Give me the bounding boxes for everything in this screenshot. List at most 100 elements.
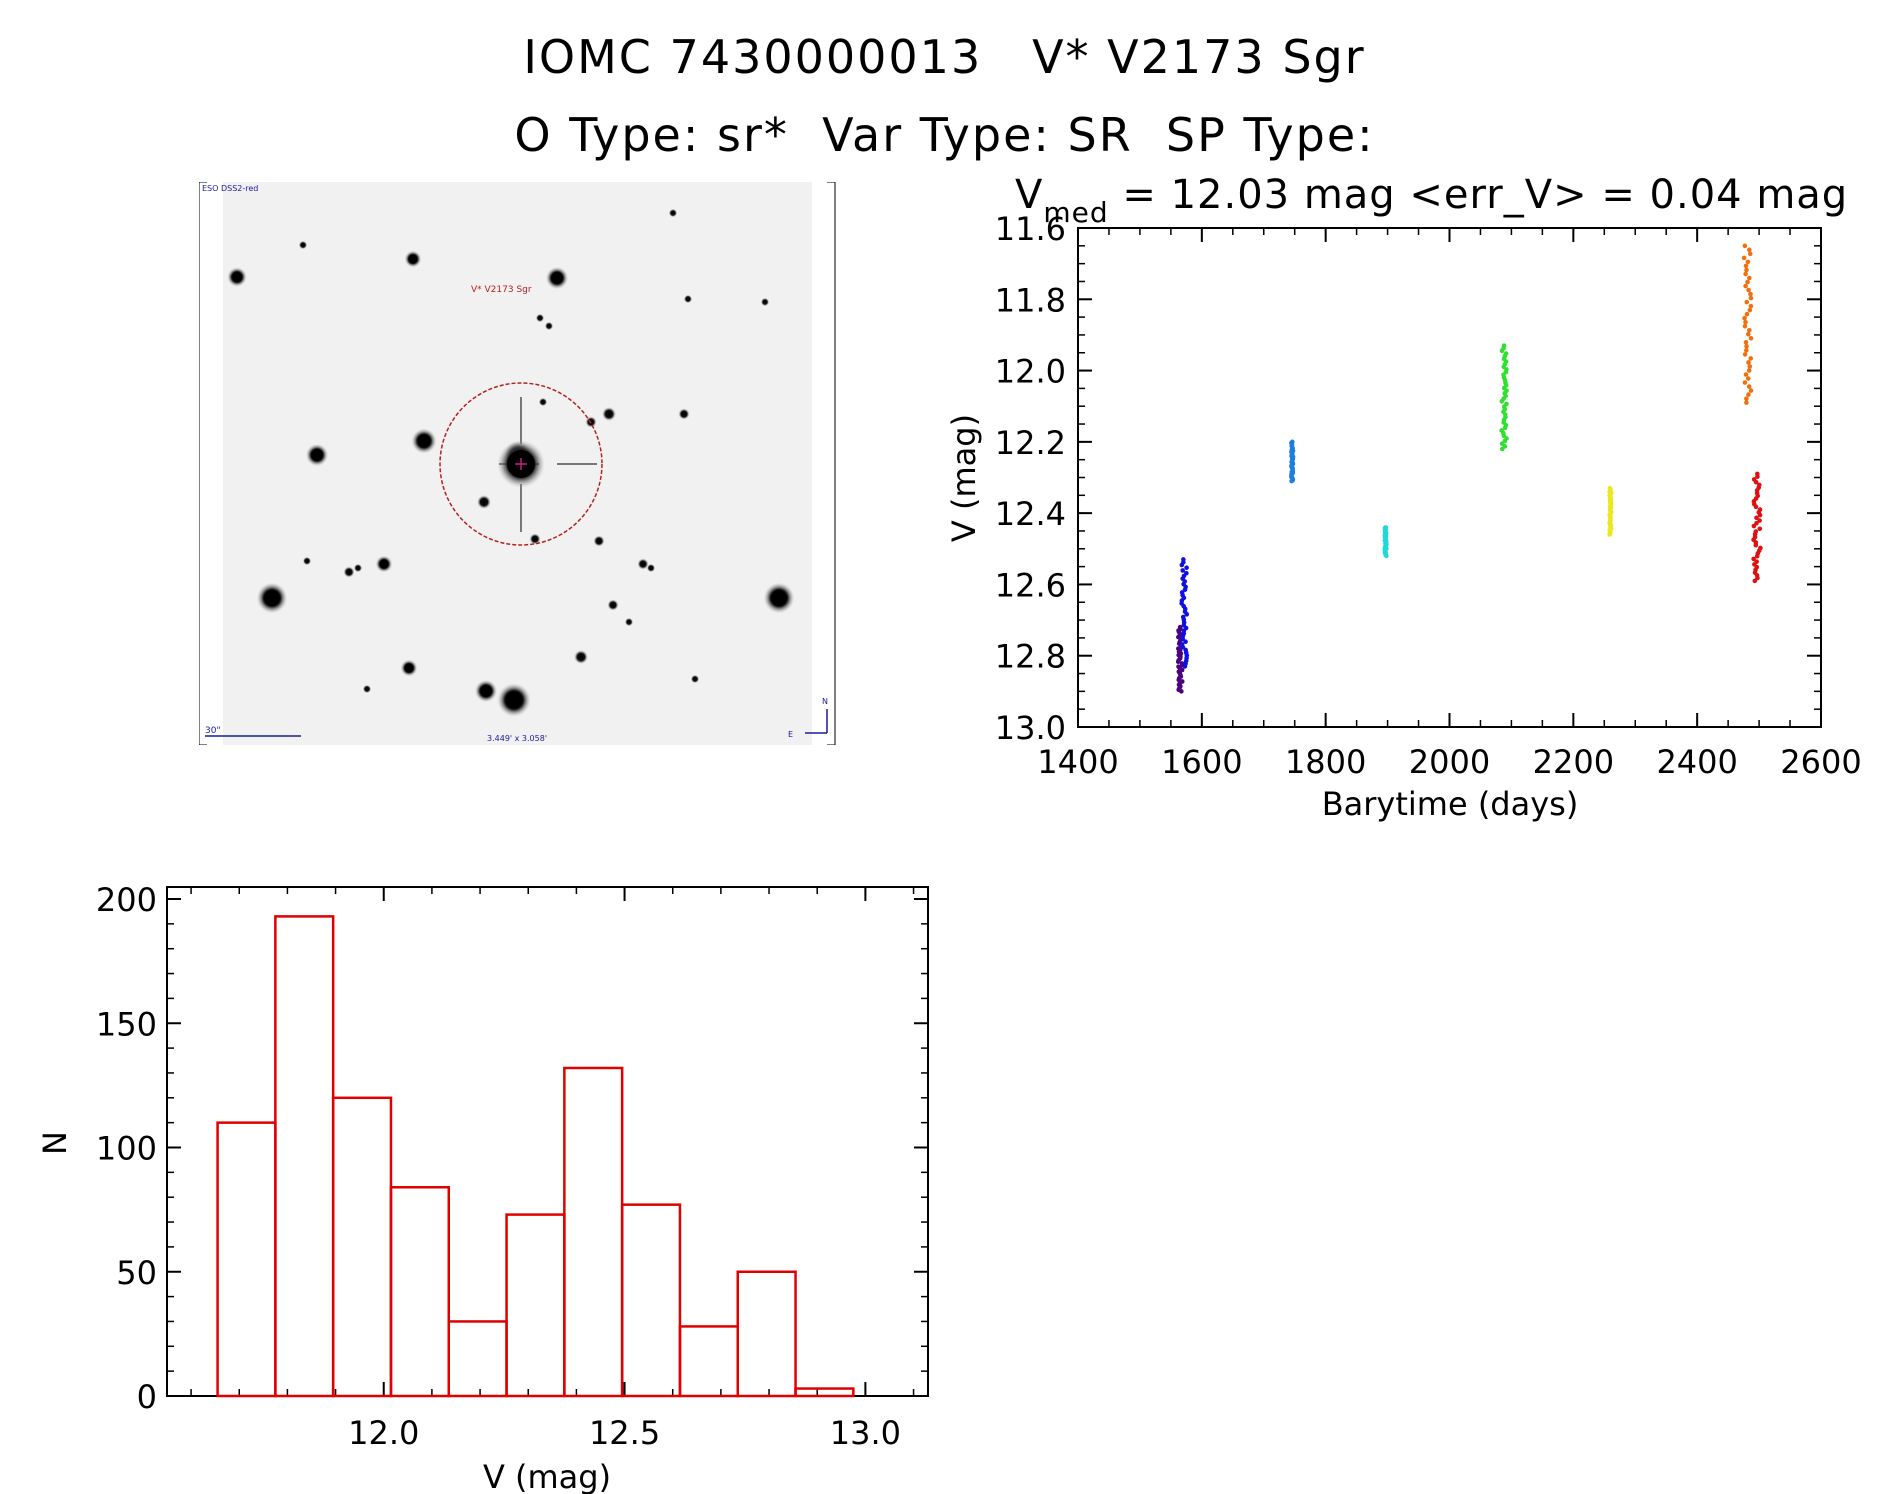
field-star-core bbox=[505, 691, 523, 709]
light-curve-title-subscript: med bbox=[1043, 196, 1108, 229]
light-curve-point bbox=[1747, 275, 1752, 281]
light-curve-frame bbox=[1077, 227, 1822, 728]
light-curve-point bbox=[1607, 532, 1612, 537]
light-curve-point bbox=[1176, 634, 1181, 640]
light-curve-y-tick-label: 12.8 bbox=[995, 638, 1066, 676]
light-curve-point bbox=[1179, 689, 1184, 694]
light-curve-point bbox=[1744, 299, 1750, 305]
field-star bbox=[477, 495, 491, 509]
field-star bbox=[538, 397, 548, 407]
light-curve-x-tick-label: 1800 bbox=[1285, 743, 1366, 781]
light-curve-point bbox=[1499, 348, 1505, 354]
light-curve-x-tick-label: 2600 bbox=[1780, 743, 1861, 781]
light-curve-point bbox=[1745, 331, 1751, 337]
light-curve-point bbox=[1745, 279, 1750, 285]
light-curve-point bbox=[1747, 251, 1753, 257]
light-curve-point bbox=[1180, 636, 1186, 642]
light-curve-y-axis-label: V (mag) bbox=[945, 414, 983, 542]
light-curve-point bbox=[1745, 376, 1751, 381]
light-curve-point bbox=[1744, 396, 1749, 401]
light-curve-point bbox=[1742, 323, 1748, 329]
histogram-y-tick-label: 200 bbox=[96, 881, 157, 919]
light-curve-y-tick-label: 11.8 bbox=[995, 281, 1066, 319]
light-curve-point bbox=[1747, 364, 1753, 369]
finder-east-label: E bbox=[788, 730, 793, 739]
field-star bbox=[683, 294, 693, 304]
light-curve-point bbox=[1746, 392, 1751, 397]
light-curve-point bbox=[1753, 542, 1759, 548]
light-curve-point bbox=[1747, 247, 1752, 253]
light-curve-y-tick-label: 11.6 bbox=[995, 210, 1066, 248]
light-curve-point bbox=[1184, 565, 1189, 571]
field-star-core bbox=[404, 663, 414, 673]
light-curve-point bbox=[1754, 553, 1760, 559]
field-star bbox=[298, 240, 308, 250]
light-curve-point bbox=[1747, 307, 1753, 313]
histogram-bar bbox=[678, 1325, 739, 1398]
light-curve-point bbox=[1751, 523, 1757, 529]
light-curve-y-tick-label: 13.0 bbox=[995, 709, 1066, 747]
light-curve-point bbox=[1743, 319, 1748, 325]
light-curve-point bbox=[1743, 271, 1748, 277]
light-curve-point bbox=[1751, 556, 1756, 562]
field-star bbox=[624, 617, 634, 627]
histogram-bar bbox=[620, 1203, 682, 1398]
histogram-x-axis-label: V (mag) bbox=[483, 1458, 611, 1494]
light-curve-point bbox=[1743, 283, 1748, 289]
light-curve-point bbox=[1748, 303, 1754, 309]
light-curve-title: Vmed = 12.03 mag <err_V> = 0.04 mag bbox=[1015, 172, 1848, 229]
field-star bbox=[607, 599, 619, 611]
finder-north-label: N bbox=[822, 697, 828, 706]
light-curve-point bbox=[1757, 526, 1763, 532]
field-star bbox=[593, 535, 605, 547]
field-star bbox=[646, 563, 656, 573]
field-star-core bbox=[232, 272, 242, 282]
light-curve-point bbox=[1742, 380, 1748, 385]
light-curve-point bbox=[1748, 356, 1754, 361]
field-star bbox=[544, 321, 554, 331]
light-curve-point bbox=[1741, 255, 1747, 261]
light-curve-point bbox=[1499, 446, 1505, 452]
finder-stars bbox=[227, 208, 795, 717]
field-star-core bbox=[408, 254, 418, 264]
histogram-bar bbox=[736, 1270, 797, 1398]
light-curve-point bbox=[1746, 384, 1752, 389]
light-curve-x-axis-label: Barytime (days) bbox=[1322, 785, 1579, 823]
histogram-x-tick-label: 12.5 bbox=[589, 1414, 660, 1452]
light-curve-point bbox=[1743, 340, 1749, 345]
light-curve-point bbox=[1742, 352, 1748, 357]
finder-chart-image: ESO DSS2-red V* V2173 Sgr 30" 3.449' x 3… bbox=[199, 182, 836, 745]
light-curve-point bbox=[1744, 311, 1750, 317]
light-curve-point bbox=[1745, 259, 1751, 265]
light-curve-x-tick-label: 2400 bbox=[1656, 743, 1737, 781]
light-curve-point bbox=[1753, 504, 1759, 510]
light-curve-point bbox=[1754, 515, 1759, 521]
light-curve-point bbox=[1184, 612, 1190, 617]
histogram-bar bbox=[389, 1186, 451, 1398]
field-star bbox=[529, 533, 541, 545]
light-curve-point bbox=[1748, 336, 1754, 341]
field-star-core bbox=[379, 559, 389, 569]
chart-title-line-1: IOMC 7430000013 V* V2173 Sgr bbox=[523, 30, 1366, 84]
field-star bbox=[302, 556, 312, 566]
light-curve-point bbox=[1744, 348, 1749, 353]
light-curve-point bbox=[1289, 478, 1294, 484]
histogram-y-tick-label: 50 bbox=[116, 1254, 157, 1292]
light-curve-point bbox=[1746, 327, 1752, 333]
light-curve-point bbox=[1742, 315, 1747, 321]
field-star bbox=[690, 674, 700, 684]
field-star bbox=[760, 297, 770, 307]
light-curve-point bbox=[1179, 562, 1185, 568]
histogram-y-tick-label: 100 bbox=[96, 1130, 157, 1168]
light-curve-x-tick-label: 1400 bbox=[1037, 743, 1118, 781]
light-curve-point bbox=[1746, 287, 1751, 293]
field-star bbox=[668, 208, 678, 218]
field-star-core bbox=[264, 590, 280, 606]
light-curve-point bbox=[1744, 344, 1749, 349]
light-curve-point bbox=[1182, 664, 1188, 669]
field-star-core bbox=[771, 590, 787, 606]
light-curve-point bbox=[1757, 512, 1763, 518]
light-curve-point bbox=[1502, 425, 1508, 431]
light-curve-point bbox=[1175, 659, 1181, 665]
light-curve-point bbox=[1752, 578, 1758, 584]
